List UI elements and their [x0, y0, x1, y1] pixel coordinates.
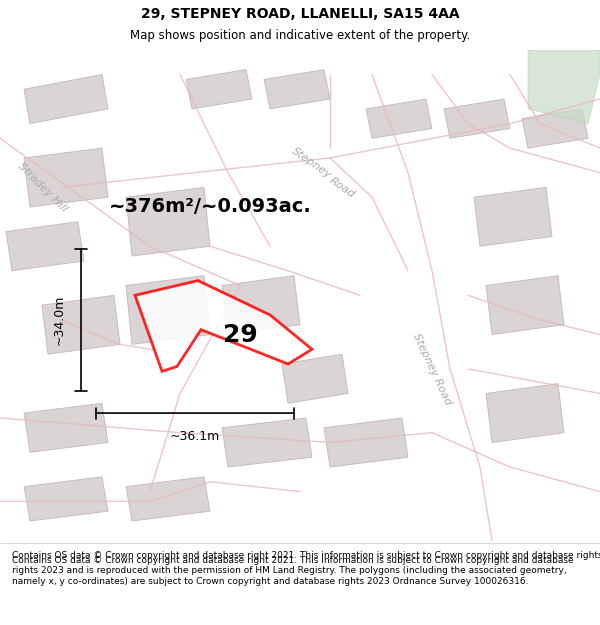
Polygon shape [24, 74, 108, 124]
Polygon shape [324, 418, 408, 467]
Text: 29, STEPNEY ROAD, LLANELLI, SA15 4AA: 29, STEPNEY ROAD, LLANELLI, SA15 4AA [140, 7, 460, 21]
Polygon shape [528, 50, 600, 124]
Polygon shape [366, 99, 432, 138]
Polygon shape [474, 188, 552, 246]
Text: 29: 29 [223, 322, 257, 346]
Text: Map shows position and indicative extent of the property.: Map shows position and indicative extent… [130, 29, 470, 42]
Polygon shape [222, 418, 312, 467]
Polygon shape [6, 222, 84, 271]
Text: Stepney: Stepney [290, 146, 334, 180]
Polygon shape [444, 99, 510, 138]
Polygon shape [222, 276, 300, 334]
Polygon shape [522, 109, 588, 148]
Text: ~34.0m: ~34.0m [53, 294, 66, 345]
Text: ~376m²/~0.093ac.: ~376m²/~0.093ac. [109, 198, 311, 216]
Text: Contains OS data © Crown copyright and database right 2021. This information is : Contains OS data © Crown copyright and d… [12, 551, 600, 560]
Polygon shape [24, 403, 108, 452]
Polygon shape [24, 477, 108, 521]
Text: Road: Road [328, 175, 356, 199]
Polygon shape [282, 354, 348, 403]
Polygon shape [486, 276, 564, 334]
Polygon shape [24, 148, 108, 207]
Polygon shape [126, 477, 210, 521]
Polygon shape [186, 69, 252, 109]
Polygon shape [126, 188, 210, 256]
Polygon shape [126, 276, 210, 344]
Polygon shape [486, 384, 564, 442]
Text: Stradey Hill: Stradey Hill [16, 161, 68, 214]
Polygon shape [135, 281, 312, 371]
Text: Stepney Road: Stepney Road [411, 331, 453, 406]
Text: ~36.1m: ~36.1m [170, 430, 220, 443]
Polygon shape [264, 69, 330, 109]
Polygon shape [42, 295, 120, 354]
Text: Contains OS data © Crown copyright and database right 2021. This information is : Contains OS data © Crown copyright and d… [12, 556, 574, 586]
